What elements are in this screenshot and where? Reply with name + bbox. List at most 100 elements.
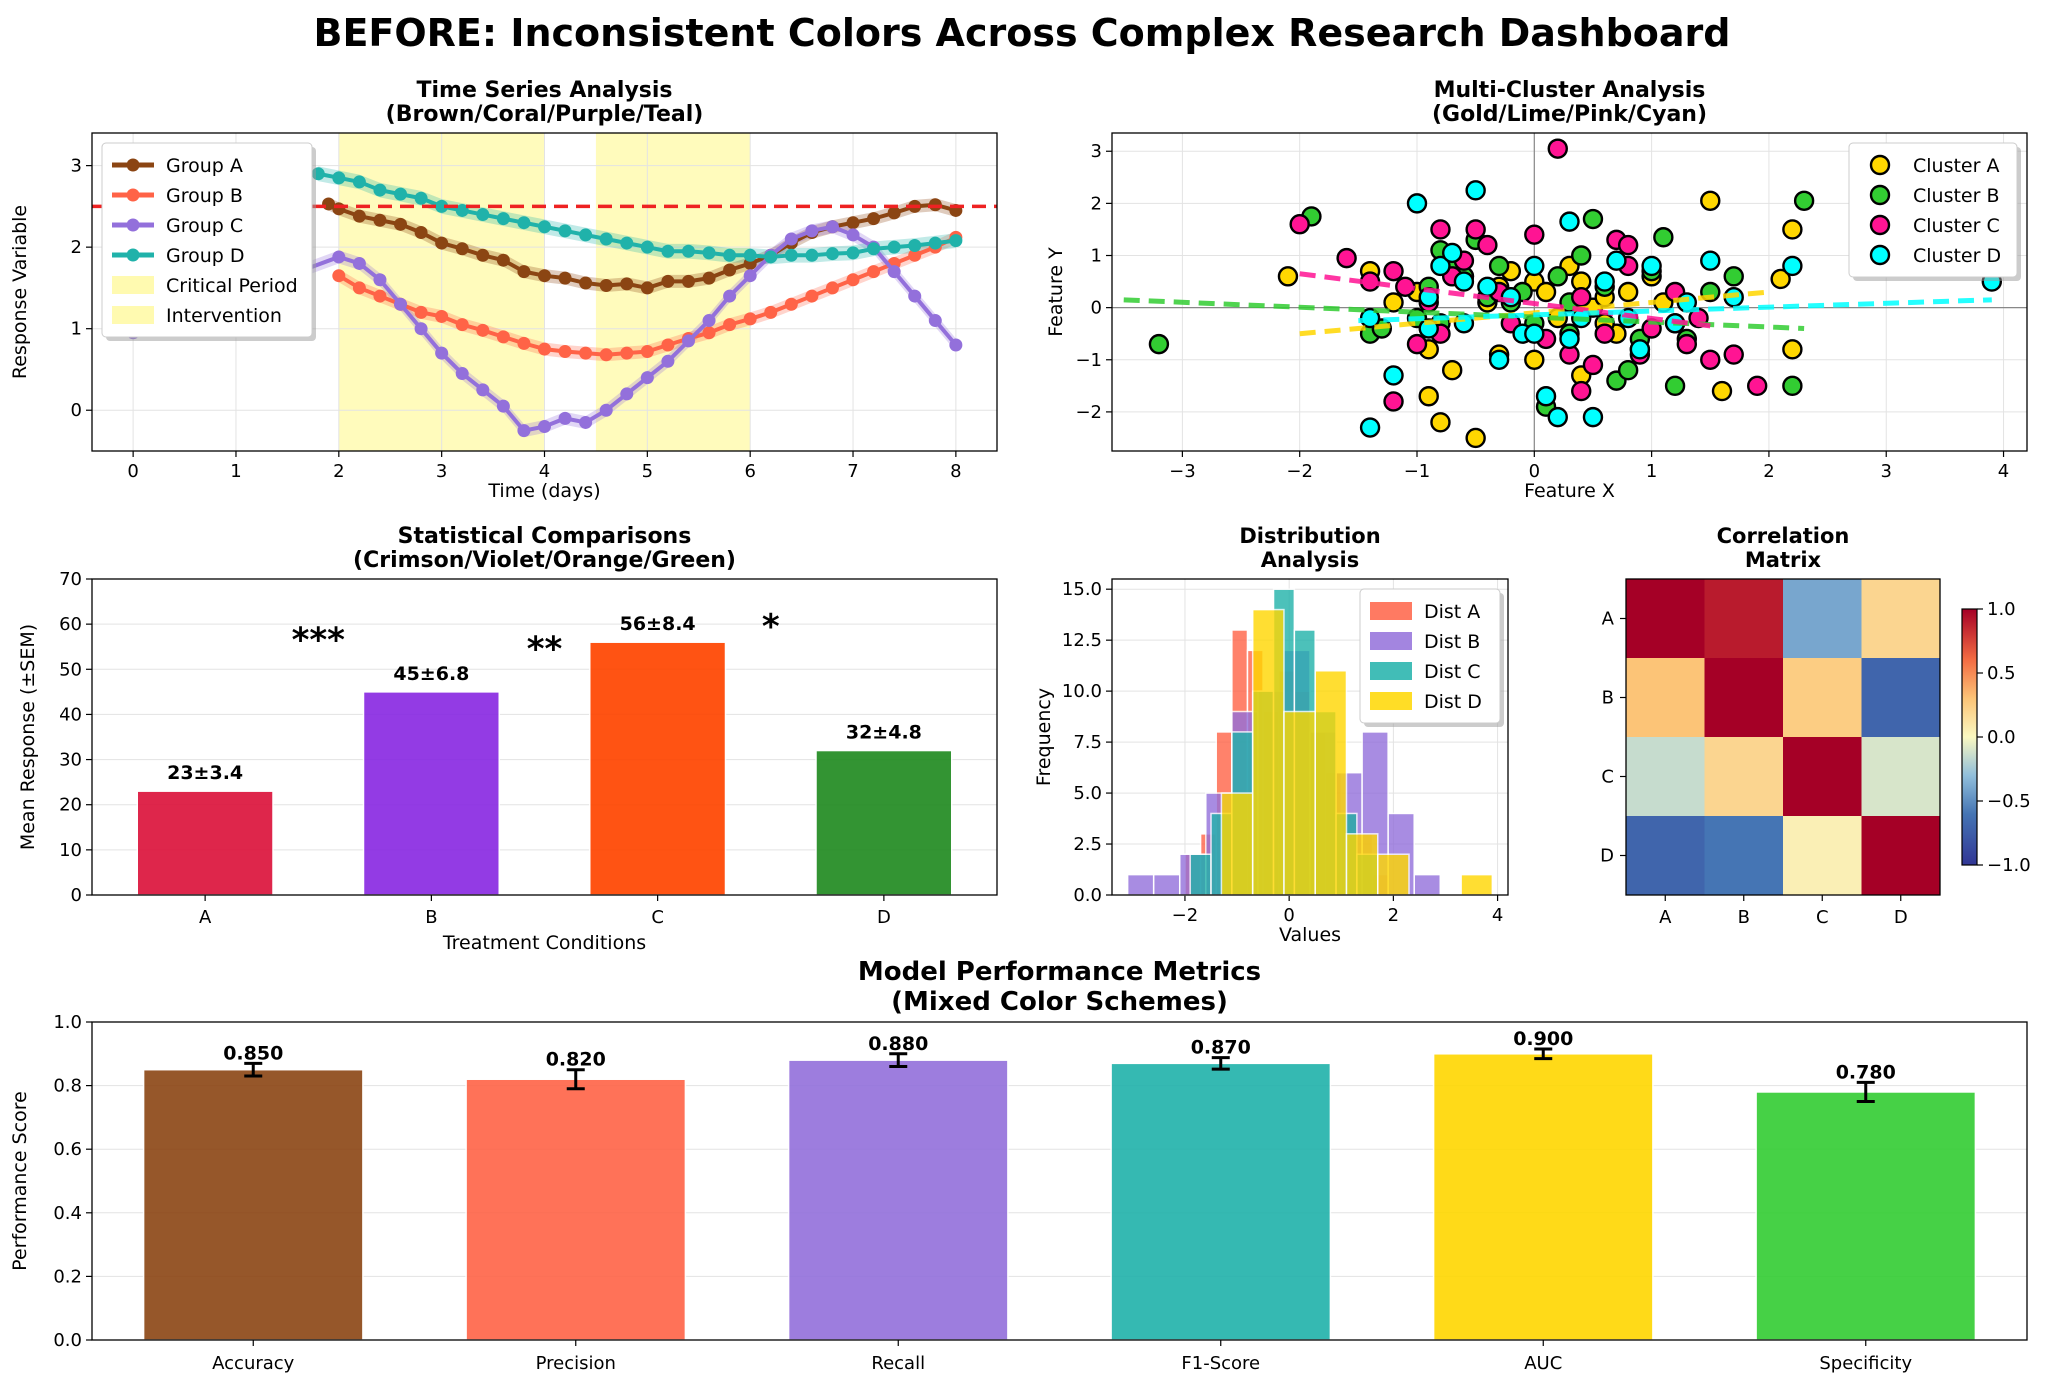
corr-colorbar-label: −0.5 (1987, 791, 2031, 812)
ts-point (558, 224, 572, 238)
ts-xtick-label: 6 (744, 461, 755, 482)
corr-cell (1861, 658, 1941, 738)
ts-point (949, 234, 963, 248)
scatter-point (1664, 375, 1686, 397)
ts-point (496, 253, 510, 267)
ts-point (743, 312, 757, 326)
corr-cell (1704, 737, 1784, 817)
ts-point (435, 346, 449, 360)
bars-xtick-label: A (199, 907, 212, 928)
perf-bar (1755, 1091, 1977, 1341)
scatter-point (1488, 255, 1510, 277)
perf-bar (1110, 1062, 1332, 1341)
hist-bin (1251, 608, 1285, 896)
ts-point (332, 202, 346, 216)
ts-xtick-label: 5 (642, 461, 653, 482)
scatter-point (1547, 138, 1568, 159)
scatter-ytick-label: 2 (1091, 193, 1102, 214)
ts-point (681, 274, 695, 288)
ts-point (455, 367, 469, 381)
scatter-subtitle: (Gold/Lime/Pink/Cyan) (1432, 102, 1707, 127)
ts-point (373, 213, 387, 227)
corr-row-label: D (1600, 846, 1614, 867)
hist-ylabel: Frequency (1033, 688, 1055, 786)
corr-cell (1783, 737, 1862, 817)
bars-xtick-label: B (425, 907, 437, 928)
ts-point (723, 289, 737, 303)
corr-col-label: D (1894, 907, 1908, 928)
hist-bin (1345, 833, 1379, 896)
ts-point (373, 289, 387, 303)
ts-point (435, 199, 449, 213)
scatter-point (1418, 386, 1439, 407)
ts-legend-label: Intervention (166, 305, 282, 327)
scatter-ytick-label: 0 (1091, 298, 1102, 319)
hist-ytick-label: 0.0 (1073, 885, 1102, 906)
scatter-legend-marker (1869, 184, 1891, 206)
ts-point (846, 216, 860, 230)
hist-legend-label: Dist A (1424, 601, 1480, 623)
ts-legend-label: Group A (166, 155, 243, 177)
ts-point (435, 309, 449, 323)
scatter-point (1430, 412, 1451, 433)
ts-point (538, 220, 551, 234)
corr-col-label: A (1659, 907, 1672, 928)
ts-point (887, 240, 901, 254)
hist-ytick-label: 7.5 (1073, 732, 1102, 753)
ts-point (394, 297, 408, 311)
bars-value-label: 45±6.8 (393, 663, 469, 685)
ts-ytick-label: 2 (71, 237, 82, 258)
ts-legend-swatch (112, 276, 154, 294)
scatter-point (1547, 266, 1568, 287)
bars-ytick-label: 70 (59, 569, 82, 590)
scatter-point (1653, 227, 1674, 248)
bars-xtick-label: C (651, 907, 664, 928)
corr-row-label: B (1602, 688, 1614, 709)
scatter-xtick-label: 2 (1763, 461, 1774, 482)
scatter-point (1582, 208, 1604, 230)
hist-ytick-label: 12.5 (1062, 630, 1102, 651)
hist-xtick-label: 2 (1388, 905, 1399, 926)
scatter-point (1430, 255, 1451, 277)
bars-significance-marker: ** (527, 630, 563, 670)
bars-title: Statistical Comparisons (398, 524, 692, 549)
scatter-ytick-label: −1 (1075, 350, 1102, 371)
ts-point (538, 269, 551, 283)
corr-cell (1626, 658, 1705, 738)
perf-subtitle: (Mixed Color Schemes) (891, 987, 1228, 1017)
hist-bin (1314, 669, 1348, 896)
scatter-point (1535, 281, 1557, 303)
ts-point (825, 281, 839, 295)
bars-value-label: 32±4.8 (846, 722, 922, 744)
bars-ytick-label: 60 (59, 614, 82, 635)
scatter-point (1406, 193, 1428, 214)
scatter-xtick-label: 0 (1529, 461, 1540, 482)
corr-frame (1625, 578, 1941, 896)
ts-xlabel: Time (days) (487, 480, 600, 502)
scatter-legend (1848, 142, 2018, 278)
ts-point (620, 277, 634, 291)
bars-significance-marker: * (762, 607, 780, 647)
ts-point (435, 236, 449, 250)
ts-point (558, 271, 572, 285)
hist-xtick-label: −2 (1172, 905, 1199, 926)
scatter-frame (1111, 132, 2028, 452)
ts-point (661, 274, 675, 288)
corr-cell (1626, 579, 1705, 659)
bars-bar (136, 790, 274, 896)
perf-ytick-label: 0.4 (53, 1203, 82, 1224)
hist-bin (1376, 853, 1410, 896)
perf-bar (465, 1078, 687, 1341)
scatter-point (1477, 276, 1498, 297)
corr-subtitle: Matrix (1745, 548, 1822, 572)
ts-point (723, 248, 737, 262)
ts-point (846, 228, 860, 242)
ts-point (908, 289, 922, 303)
ts-xtick-label: 4 (539, 461, 550, 482)
scatter-point (1359, 417, 1381, 438)
scatter-point (1559, 328, 1580, 350)
hist-legend-swatch (1370, 692, 1412, 710)
corr-cell (1783, 579, 1862, 659)
ts-point (517, 336, 531, 350)
perf-xtick-label: Recall (871, 1353, 925, 1374)
